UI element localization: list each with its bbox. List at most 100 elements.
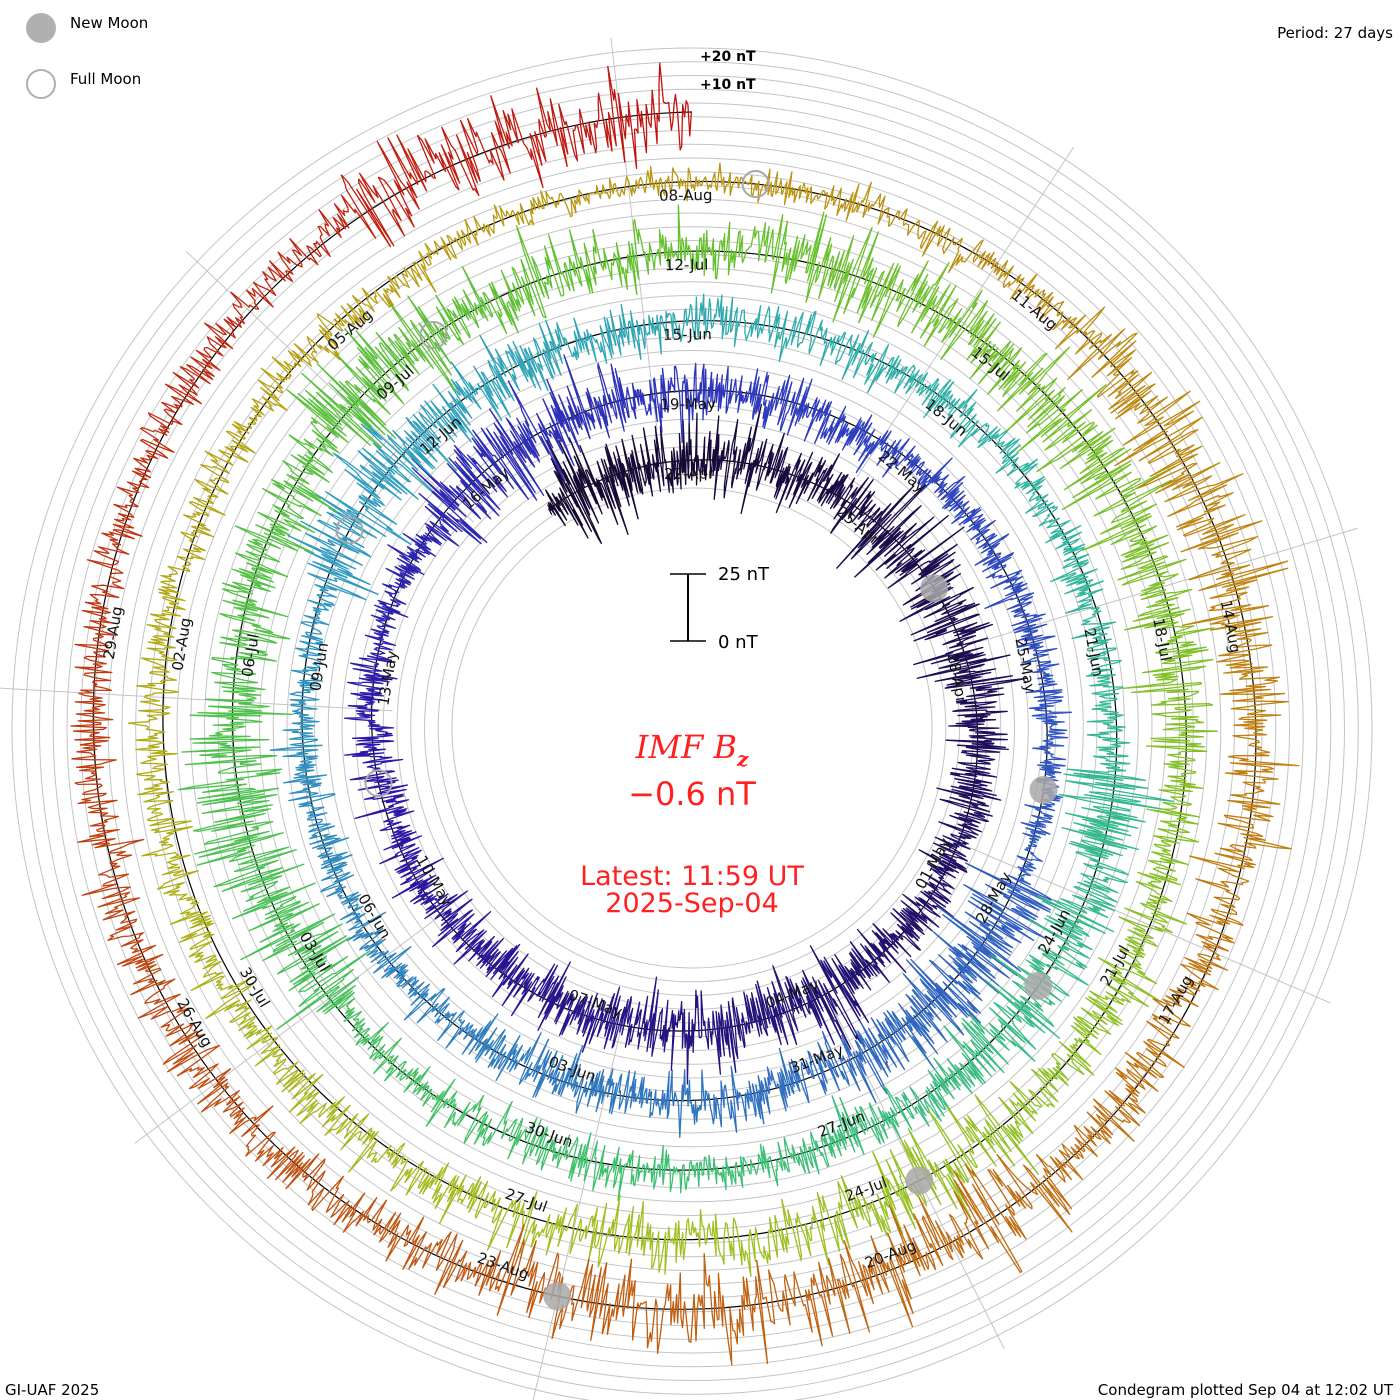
bz-series-segment — [1063, 752, 1174, 810]
bz-series-segment — [974, 532, 1014, 579]
bz-series-segment — [101, 481, 150, 550]
radial-spokes — [0, 37, 1358, 1400]
bz-series-segment — [710, 366, 752, 414]
bz-series-segment — [435, 265, 508, 345]
bz-series-segment — [1122, 665, 1214, 725]
new-moon-marker — [543, 1282, 572, 1311]
bz-series-segment — [364, 619, 397, 662]
grid-circle — [107, 143, 1277, 1313]
bz-series-segment — [161, 349, 221, 426]
bz-series-segment — [887, 543, 962, 606]
bz-series-segment — [593, 303, 642, 364]
bz-series-segment — [271, 313, 341, 377]
bz-series-segment — [1030, 1041, 1095, 1108]
bz-series-segment — [246, 238, 311, 308]
bz-series-segment — [693, 1252, 769, 1366]
bz-series-segment — [834, 941, 890, 991]
bz-series-segment — [819, 329, 877, 381]
bz-series-segment — [318, 1096, 379, 1173]
bz-series-segment — [303, 572, 367, 626]
grid-circle — [245, 281, 1139, 1175]
bz-series-segment — [1011, 609, 1056, 652]
bz-series-segment — [592, 218, 656, 296]
bz-series-segment — [385, 544, 426, 589]
bz-series-segment — [830, 476, 881, 534]
date-label: 24-Jul — [843, 1173, 890, 1205]
radial-spoke — [856, 146, 1074, 478]
bz-series-segment — [723, 403, 763, 515]
bz-series-segment — [764, 211, 828, 303]
bz-series-segment — [1108, 371, 1203, 467]
bz-series-segment — [248, 367, 292, 425]
bz-series-segment — [1020, 814, 1053, 858]
grid-circle — [11, 47, 1373, 1400]
grid-circle — [52, 88, 1332, 1368]
bz-series-segment — [919, 220, 987, 274]
bz-series-segment — [1071, 606, 1117, 656]
bz-series-segment — [1188, 814, 1292, 885]
bz-series-segment — [282, 759, 336, 808]
bz-series-segment — [1016, 384, 1116, 473]
grid-circle — [327, 363, 1057, 1093]
bz-series-segment — [200, 421, 256, 484]
date-label: 22-Apr — [664, 464, 715, 483]
date-label: 08-Aug — [659, 186, 713, 205]
grid-circle — [217, 253, 1167, 1203]
bz-series-segment — [1036, 289, 1106, 350]
bz-series-segment — [1136, 429, 1244, 503]
bz-series-segment — [974, 1081, 1049, 1175]
bz-series-segment — [1032, 730, 1069, 775]
bz-series-segment — [433, 215, 495, 261]
new-moon-marker — [1029, 775, 1058, 804]
bz-series-segment — [471, 408, 545, 501]
bz-series-segment — [779, 377, 833, 444]
bz-series-segment — [71, 758, 120, 828]
bz-series-segment — [1085, 654, 1124, 705]
bz-series-segment — [531, 1038, 584, 1098]
bz-series-segment — [321, 287, 395, 332]
bz-series-segment — [920, 457, 966, 512]
bz-series-segment — [1092, 1051, 1165, 1127]
bz-series-segment — [306, 1170, 378, 1233]
bz-series-segment — [997, 346, 1083, 434]
bz-series-segment — [946, 389, 1001, 449]
current-value: −0.6 nT — [628, 775, 756, 813]
bz-series-segment — [558, 65, 638, 170]
bz-series-segment — [177, 742, 283, 804]
bz-series-segment — [932, 907, 1022, 994]
bz-series-segment — [189, 690, 294, 745]
bz-series-segment — [366, 1142, 431, 1196]
bz-series-segment — [1135, 835, 1189, 898]
date-label: 19-May — [660, 395, 716, 414]
bz-series-segment — [231, 1011, 287, 1068]
bz-series-segment — [492, 190, 550, 234]
bz-series-segment — [282, 429, 340, 500]
bz-series-segment — [137, 780, 194, 846]
bz-series-segment — [592, 362, 637, 439]
bz-series-segment — [811, 453, 856, 510]
bz-series-segment — [289, 669, 324, 716]
bz-series-segment — [717, 991, 754, 1074]
bz-series-segment — [949, 749, 1001, 787]
bz-series-segment — [402, 520, 460, 558]
bz-series-segment — [928, 1105, 1016, 1207]
date-label: 06-Jul — [238, 633, 263, 679]
bz-series-segment — [1137, 995, 1192, 1068]
date-label: 30-Jun — [523, 1118, 575, 1151]
bz-series-segment — [1169, 941, 1229, 1008]
radial-label-plus10: +10 nT — [700, 77, 756, 93]
bz-series-segment — [1186, 878, 1244, 952]
bz-series-segment — [809, 945, 870, 1050]
bz-series-segment — [317, 846, 355, 898]
bz-series-segment — [675, 162, 742, 202]
grid-circle — [80, 116, 1304, 1340]
bz-series-segment — [445, 1013, 506, 1063]
bz-series-segment — [490, 87, 569, 189]
bz-series-segment — [391, 867, 449, 911]
bz-series-segment — [1224, 751, 1300, 822]
new-moon-marker — [920, 574, 949, 603]
bz-series-segment — [346, 927, 412, 974]
bz-series-segment — [127, 718, 178, 782]
bz-series-segment — [899, 582, 980, 636]
bz-series-segment — [631, 367, 672, 433]
